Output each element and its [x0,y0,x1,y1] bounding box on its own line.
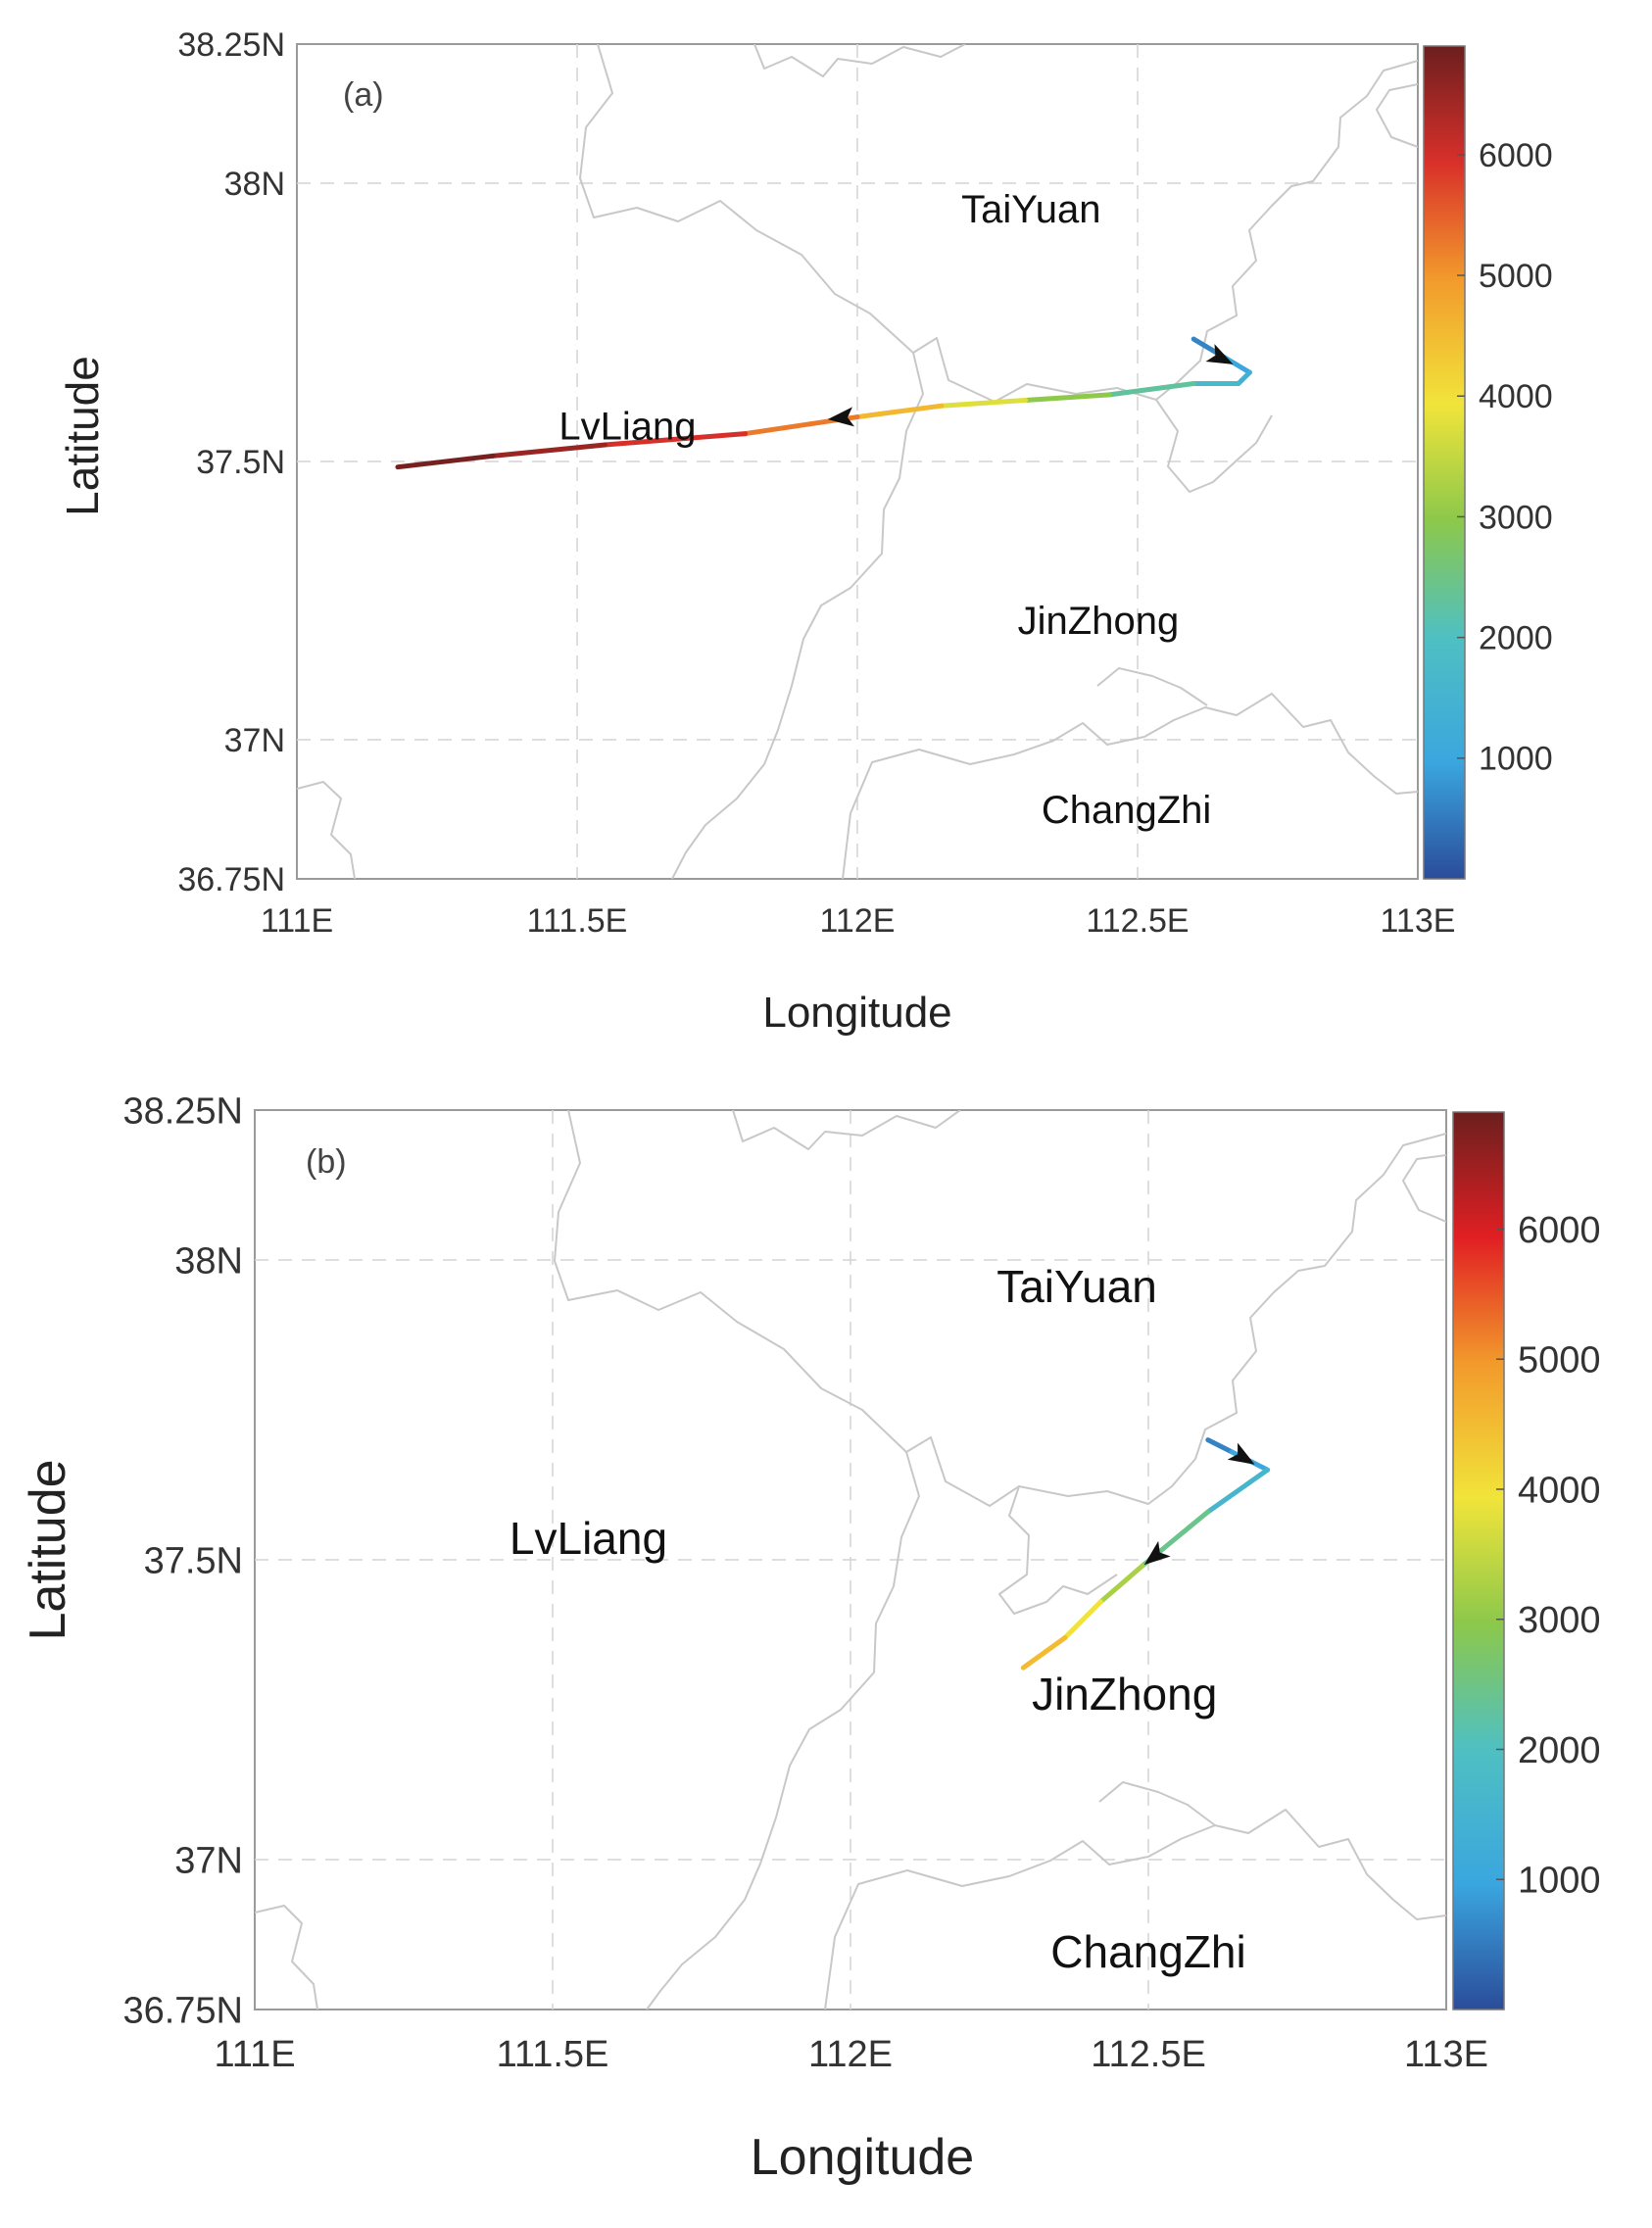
trajectory-segment [603,431,749,448]
place-label-taiyuan: TaiYuan [996,1261,1157,1312]
map-gridlines [297,44,1418,879]
colorbar-b [1452,1111,1505,2010]
boundary-changzhi-inner [1098,1781,1216,1826]
direction-arrow [1143,1540,1171,1566]
trajectory-segment [1205,1467,1271,1515]
place-label-changzhi: ChangZhi [1042,789,1211,832]
place-labels-a: TaiYuan LvLiang JinZhong ChangZhi [559,188,1211,832]
x-tick-labels-a: 111E 111.5E 112E 112.5E 113E [261,902,1456,940]
boundary-jinzhong-changzhi [842,693,1418,879]
colorbar-tick-label: 6000 [1479,137,1553,174]
place-label-taiyuan: TaiYuan [961,188,1100,231]
x-tick-label: 111.5E [527,902,628,940]
x-tick-label: 111.5E [497,2034,609,2075]
y-axis-title-b: Latitude [20,1459,76,1640]
trajectory-segment [490,442,608,459]
y-tick-labels-b: 36.75N 37N 37.5N 38N 38.25N [122,1090,243,2031]
colorbar-tick-label: 5000 [1518,1340,1601,1381]
trajectory-segment [939,398,1029,409]
boundary-southwest [297,781,356,879]
trajectory-segment [1020,1635,1068,1671]
trajectory-segment [1106,380,1196,398]
boundary-northeast-corner [1376,83,1418,148]
boundary-taiyuan-north [732,1110,961,1150]
colorbar-ticks-a: 1000 2000 3000 4000 5000 6000 [1457,137,1553,778]
colorbar-tick-label: 3000 [1518,1600,1601,1641]
y-tick-label: 36.75N [177,861,285,898]
boundary-changzhi-inner [1096,667,1208,706]
x-tick-label: 112.5E [1091,2034,1206,2075]
trajectory-segment [1023,392,1112,404]
y-tick-label: 36.75N [122,1990,243,2031]
colorbar-ticks-b: 1000 2000 3000 4000 5000 6000 [1496,1210,1601,1902]
boundary-jinzhong-taiyuan-east [1155,399,1273,493]
y-tick-label: 38N [224,166,285,203]
x-tick-label: 111E [261,902,333,940]
y-tick-label: 37.5N [144,1540,243,1581]
panel-label-a: (a) [343,76,384,114]
boundary-taiyuan-north [753,44,966,77]
prefecture-boundaries [297,44,1418,879]
colorbar-a [1423,45,1466,880]
x-axis-title-b: Longitude [751,2129,974,2186]
x-tick-labels-b: 111E 111.5E 112E 112.5E 113E [214,2034,1488,2075]
boundary-lvliang-taiyuan [554,1110,1446,1507]
y-tick-label: 38.25N [122,1090,243,1132]
boundary-lvliang-taiyuan [579,44,1418,403]
direction-arrow [1227,1442,1255,1465]
colorbar-tick-label: 4000 [1518,1470,1601,1511]
colorbar-tick-label: 2000 [1479,620,1553,657]
x-tick-label: 112E [820,902,896,940]
x-tick-label: 113E [1381,902,1456,940]
x-axis-title-a: Longitude [762,989,951,1037]
y-tick-labels-a: 36.75N 37N 37.5N 38N 38.25N [177,26,285,898]
colorbar-tick-label: 5000 [1479,258,1553,295]
trajectory-segment [854,403,945,420]
panel-label-b: (b) [306,1143,347,1181]
direction-arrow [827,407,854,427]
place-labels-b: TaiYuan LvLiang JinZhong ChangZhi [510,1261,1246,1977]
direction-arrow [1205,344,1234,364]
y-tick-label: 37N [174,1840,243,1881]
colorbar-tick-label: 1000 [1518,1861,1601,1902]
x-tick-label: 111E [214,2034,295,2075]
trajectory-segment [1062,1599,1103,1641]
x-tick-label: 113E [1404,2034,1488,2075]
boundary-jinzhong-inner [998,1485,1118,1615]
y-tick-label: 38N [174,1240,243,1282]
trajectory-segment [395,453,496,470]
trajectory-a [395,336,1252,470]
colorbar-tick-label: 3000 [1479,499,1553,536]
place-label-jinzhong: JinZhong [1032,1669,1217,1719]
boundary-lvliang-jinzhong [646,1451,920,2010]
trajectory-segment [1236,369,1252,386]
boundary-jinzhong-changzhi [824,1809,1446,2010]
x-tick-label: 112.5E [1086,902,1189,940]
trajectory-b [1020,1437,1271,1671]
y-axis-title-a: Latitude [57,356,108,516]
place-label-jinzhong: JinZhong [1018,600,1180,643]
boundary-northeast-corner [1402,1154,1446,1223]
trajectory-segment [1205,1437,1235,1455]
place-label-lvliang: LvLiang [510,1513,667,1564]
y-tick-label: 38.25N [177,26,285,64]
colorbar-tick-label: 2000 [1518,1730,1601,1771]
colorbar-tick-label: 6000 [1518,1210,1601,1251]
place-label-changzhi: ChangZhi [1050,1926,1245,1977]
y-tick-label: 37.5N [196,444,285,481]
colorbar-tick-label: 4000 [1479,378,1553,415]
boundary-southwest [255,1905,318,2010]
prefecture-boundaries [255,1110,1446,2010]
colorbar-tick-label: 1000 [1479,741,1553,778]
y-tick-label: 37N [224,722,285,759]
boundary-lvliang-jinzhong [671,352,924,879]
place-label-lvliang: LvLiang [559,405,696,448]
x-tick-label: 112E [808,2034,893,2075]
trajectory-segment [1097,1563,1145,1605]
